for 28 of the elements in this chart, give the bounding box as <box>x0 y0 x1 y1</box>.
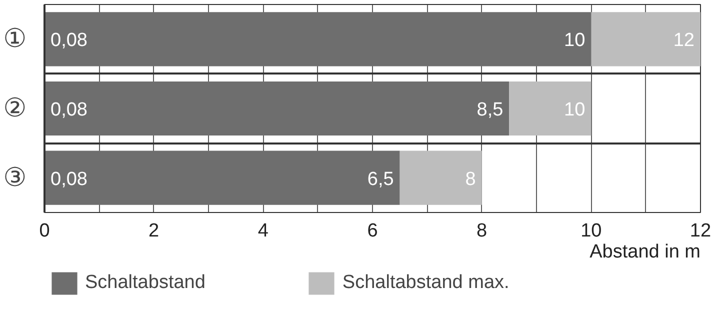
data-label: 10 <box>564 30 586 52</box>
x-tick-label: 4 <box>258 220 269 242</box>
total-label: 8 <box>465 168 476 190</box>
bar <box>509 81 592 136</box>
total-label: 12 <box>673 30 695 52</box>
x-tick-label: 2 <box>148 220 160 242</box>
x-axis-title: Abstand in m <box>590 242 701 262</box>
annotation: 0,08 <box>50 100 88 120</box>
bar <box>44 150 400 205</box>
x-tick-label: 8 <box>476 220 488 242</box>
bar <box>44 81 510 136</box>
annotation: 0,08 <box>50 168 88 190</box>
y-tick-label: ① <box>3 24 27 54</box>
legend-label: Schaltabstand max. <box>342 272 510 294</box>
bar <box>591 12 700 66</box>
data-label: 8,5 <box>476 100 504 120</box>
annotation: 0,08 <box>50 30 88 52</box>
x-tick-label: 0 <box>39 220 50 242</box>
legend-label: Schaltabstand <box>85 272 206 294</box>
x-tick-label: 12 <box>690 220 712 242</box>
total-label: 10 <box>564 100 586 120</box>
bar <box>44 12 592 66</box>
x-tick-label: 10 <box>580 220 602 242</box>
data-label: 6,5 <box>367 168 394 190</box>
y-tick-label: ③ <box>3 162 27 193</box>
y-tick-label: ② <box>3 94 27 124</box>
bar <box>400 150 482 205</box>
x-tick-label: 6 <box>367 220 378 242</box>
